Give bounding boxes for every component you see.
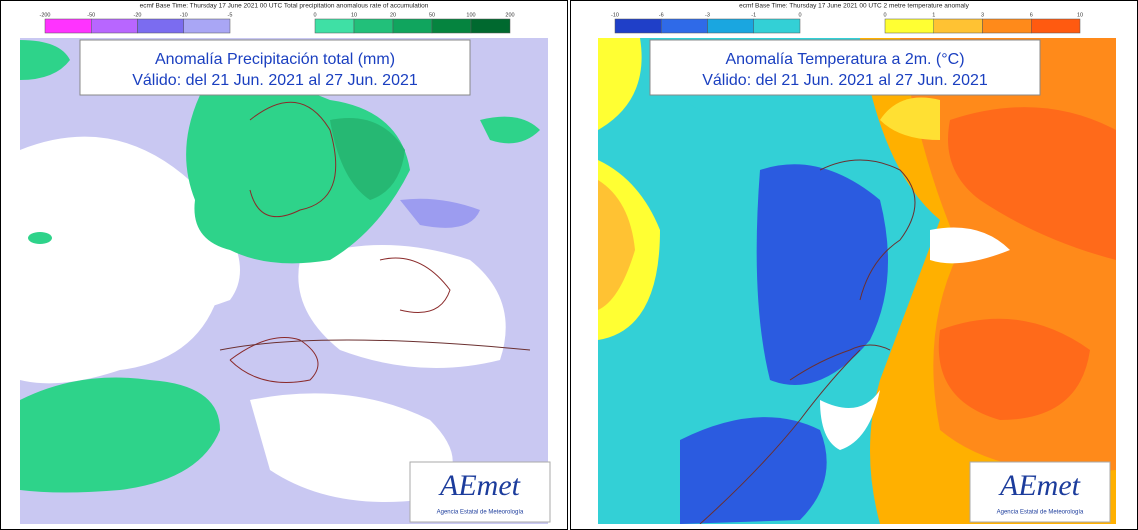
title-box	[79, 39, 471, 96]
logo: AEmet	[998, 469, 1081, 502]
logo-box	[409, 461, 551, 523]
scale-box	[137, 18, 184, 34]
scale-label: 3	[981, 12, 984, 18]
map-subtitle: Válido: del 21 Jun. 2021 al 27 Jun. 2021	[702, 72, 988, 89]
scale-label: 10	[351, 12, 357, 18]
scale-box	[982, 18, 1032, 34]
map-header: ecmf Base Time: Thursday 17 June 2021 00…	[140, 3, 429, 10]
scale-box	[470, 18, 511, 34]
scale-box	[353, 18, 394, 34]
scale-label: 0	[313, 12, 316, 18]
map-title: Anomalía Precipitación total (mm)	[155, 51, 395, 68]
scale-label: -50	[87, 12, 95, 18]
scale-box	[661, 18, 708, 34]
scale-label: 10	[1077, 12, 1083, 18]
scale-box	[392, 18, 433, 34]
scale-box	[884, 18, 934, 34]
logo: AEmet	[438, 469, 521, 502]
scale-label: -3	[705, 12, 710, 18]
temperature-map	[598, 38, 1116, 524]
scale-label: 1	[932, 12, 935, 18]
scale-label: -10	[180, 12, 188, 18]
scale-box	[1031, 18, 1081, 34]
logo-caption: Agencia Estatal de Meteorología	[997, 510, 1084, 516]
map-header: ecmf Base Time: Thursday 17 June 2021 00…	[739, 3, 969, 10]
map-title: Anomalía Temperatura a 2m. (°C)	[725, 51, 964, 68]
logo-box	[969, 461, 1111, 523]
scale-label: 100	[466, 12, 475, 18]
scale-label: -200	[39, 12, 50, 18]
scale-box	[614, 18, 662, 34]
scale-box	[183, 18, 231, 34]
scale-label: 200	[505, 12, 514, 18]
precip-map	[20, 38, 548, 524]
scale-label: 6	[1030, 12, 1033, 18]
scale-box	[753, 18, 801, 34]
scale-box	[707, 18, 754, 34]
title-box	[649, 39, 1041, 96]
logo-caption: Agencia Estatal de Meteorología	[437, 510, 524, 516]
scale-label: -1	[751, 12, 756, 18]
scale-label: -20	[134, 12, 142, 18]
scale-box	[933, 18, 983, 34]
scale-box	[91, 18, 138, 34]
scale-label: -10	[611, 12, 619, 18]
scale-label: -6	[659, 12, 664, 18]
scale-label: 50	[429, 12, 435, 18]
scale-label: 0	[798, 12, 801, 18]
scale-label: 0	[883, 12, 886, 18]
scale-label: -5	[228, 12, 233, 18]
scale-box	[314, 18, 355, 34]
scale-label: 20	[390, 12, 396, 18]
scale-box	[431, 18, 472, 34]
map-subtitle: Válido: del 21 Jun. 2021 al 27 Jun. 2021	[132, 72, 418, 89]
scale-box	[44, 18, 92, 34]
